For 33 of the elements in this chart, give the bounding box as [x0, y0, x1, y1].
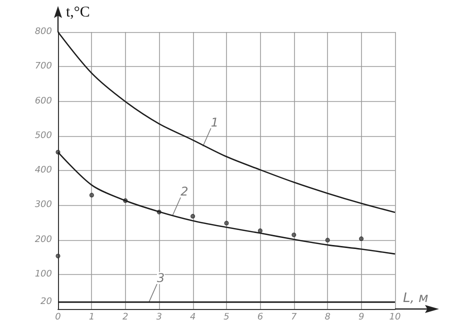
- point: [258, 228, 262, 234]
- y-tick-label: 100: [34, 269, 52, 280]
- point: [190, 214, 196, 219]
- y-axis-title: t,°C: [66, 4, 90, 20]
- x-tick-label: 4: [190, 312, 196, 322]
- point: [292, 232, 296, 238]
- point: [56, 254, 60, 258]
- point: [359, 236, 364, 242]
- y-tick-label: 600: [34, 96, 52, 106]
- y-tick-label: 500: [34, 130, 52, 141]
- x-tick-label: 5: [224, 312, 230, 322]
- point: [224, 220, 229, 226]
- x-tick-label: 3: [156, 312, 162, 322]
- point: [325, 238, 330, 242]
- x-tick-label: 9: [358, 312, 364, 322]
- x-tick-label: 10: [389, 312, 401, 322]
- y-tick-label: 300: [34, 200, 52, 210]
- y-tick-label: 200: [34, 234, 52, 245]
- y-tick-label: 800: [34, 27, 52, 37]
- x-axis-title: L, м: [403, 291, 429, 306]
- x-tick-label: 7: [291, 312, 298, 322]
- annotation: 3: [156, 271, 165, 286]
- annotation: 1: [210, 115, 219, 130]
- x-tick-label: 8: [324, 312, 331, 322]
- x-tick-label: 1: [88, 312, 95, 322]
- y-tick-label: 20: [40, 297, 52, 308]
- x-tick-label: 0: [55, 312, 62, 322]
- x-tick-label: 6: [257, 312, 264, 322]
- annotation: 2: [180, 184, 188, 199]
- y-tick-label: 700: [34, 62, 52, 72]
- y-tick-label: 400: [34, 166, 52, 176]
- point: [89, 192, 94, 198]
- x-tick-label: 2: [122, 312, 129, 322]
